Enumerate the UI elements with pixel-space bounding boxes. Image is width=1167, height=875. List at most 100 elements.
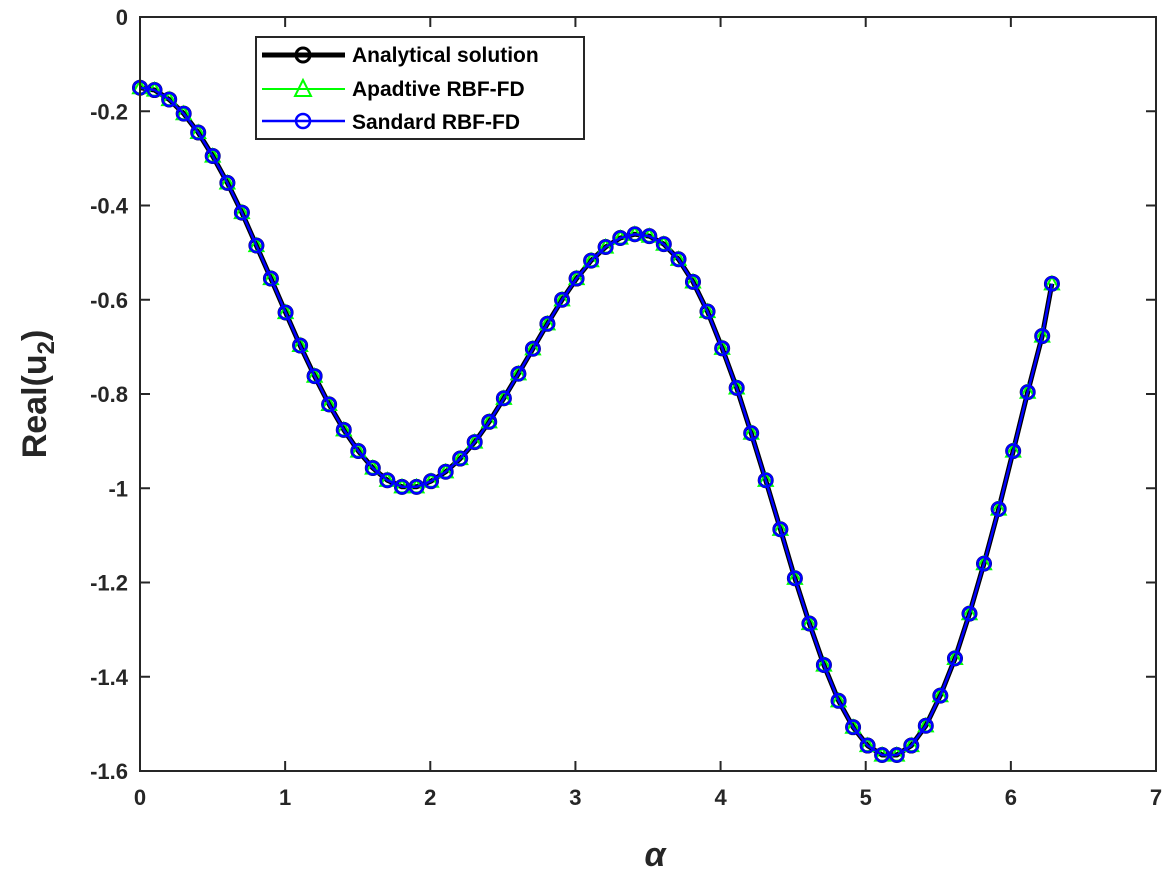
data-point: [699, 303, 716, 320]
data-point: [423, 473, 439, 489]
data-point: [976, 555, 992, 572]
data-point: [175, 105, 192, 122]
data-point: [743, 425, 759, 441]
y-tick-label: 0: [116, 5, 128, 30]
y-tick-label: -0.8: [90, 382, 128, 407]
data-point: [277, 304, 294, 321]
data-point: [190, 124, 206, 141]
data-point: [554, 292, 570, 308]
data-point: [1044, 275, 1060, 292]
data-point: [394, 479, 410, 495]
data-point: [1019, 384, 1036, 400]
data-point: [306, 368, 323, 384]
data-point: [656, 236, 672, 252]
data-point: [321, 396, 337, 413]
data-point: [292, 337, 308, 354]
data-point: [627, 226, 643, 242]
x-tick-label: 1: [279, 785, 291, 810]
x-tick-label: 5: [860, 785, 872, 810]
legend-item-standard: Sandard RBF-FD: [262, 111, 520, 134]
data-point: [161, 91, 177, 108]
data-point: [961, 605, 978, 622]
y-axis-title-subscript: 2: [33, 341, 60, 354]
data-point: [350, 443, 367, 459]
data-point: [597, 239, 614, 255]
data-point: [641, 228, 658, 244]
data-point: [830, 693, 847, 709]
data-point: [932, 687, 949, 704]
y-tick-label: -0.4: [90, 194, 129, 219]
legend-label-standard: Sandard RBF-FD: [352, 111, 520, 134]
x-tick-label: 2: [424, 785, 436, 810]
data-point: [787, 570, 803, 587]
legend-item-adaptive: Apadtive RBF-FD: [262, 77, 525, 101]
data-point: [481, 414, 497, 430]
data-point: [539, 316, 556, 332]
y-tick-label: -1.6: [90, 759, 128, 784]
y-axis-title-suffix: ): [16, 330, 54, 341]
data-point: [525, 341, 541, 357]
data-point: [336, 422, 352, 438]
svg-text:Real(u2): Real(u2): [16, 330, 60, 459]
x-tick-labels: 0 1 2 3 4 5 6 7: [134, 785, 1162, 810]
data-point: [219, 175, 236, 191]
data-point: [263, 270, 279, 287]
x-tick-label: 3: [569, 785, 581, 810]
data-point: [947, 650, 963, 667]
y-tick-labels: 0 -0.2 -0.4 -0.6 -0.8 -1 -1.2 -1.4 -1.6: [90, 5, 129, 784]
data-point: [408, 479, 425, 495]
legend-marker-analytical: [294, 46, 312, 64]
x-tick-label: 0: [134, 785, 146, 810]
data-point: [379, 472, 396, 488]
data-point: [714, 340, 730, 357]
data-point: [204, 148, 221, 164]
legend-label-adaptive: Apadtive RBF-FD: [352, 78, 525, 101]
data-point: [728, 380, 745, 396]
data-point: [146, 82, 163, 98]
data-point: [918, 718, 934, 734]
data-point: [859, 737, 876, 754]
data-point: [1034, 328, 1050, 344]
data-point: [801, 615, 818, 632]
legend: Analytical solution Apadtive RBF-FD Sand…: [255, 36, 585, 140]
data-point: [365, 460, 381, 476]
data-point: [612, 230, 629, 246]
data-point: [670, 251, 687, 267]
y-tick-label: -0.6: [90, 288, 128, 313]
y-tick-label: -0.2: [90, 99, 128, 124]
data-point: [466, 434, 483, 450]
data-point: [685, 274, 701, 290]
y-tick-label: -1.4: [90, 665, 129, 690]
data-point: [583, 252, 599, 269]
data-point: [990, 501, 1007, 517]
data-point: [757, 472, 774, 488]
data-point: [874, 747, 890, 763]
legend-label-analytical: Analytical solution: [352, 44, 539, 67]
data-point: [248, 237, 265, 254]
plot-area-frame: [139, 16, 1157, 772]
y-tick-label: -1: [108, 476, 128, 501]
data-point: [437, 464, 454, 480]
series-layer: [131, 78, 1061, 763]
x-tick-label: 6: [1005, 785, 1017, 810]
x-tick-label: 7: [1150, 785, 1162, 810]
x-axis-title: α: [644, 836, 667, 874]
data-point: [1005, 443, 1021, 459]
data-point: [816, 657, 832, 673]
data-point: [510, 365, 527, 382]
legend-item-analytical: Analytical solution: [262, 44, 539, 67]
series-2: [132, 79, 1060, 763]
data-point: [845, 719, 861, 735]
series-line: [139, 86, 1054, 757]
data-point: [568, 270, 585, 287]
y-tick-label: -1.2: [90, 571, 128, 596]
legend-marker-standard: [294, 112, 312, 130]
y-axis-title: Real(u2): [16, 330, 60, 459]
data-point: [234, 204, 250, 221]
data-point: [452, 450, 468, 467]
data-point: [496, 390, 512, 406]
data-point: [772, 521, 789, 537]
data-point: [889, 747, 905, 763]
